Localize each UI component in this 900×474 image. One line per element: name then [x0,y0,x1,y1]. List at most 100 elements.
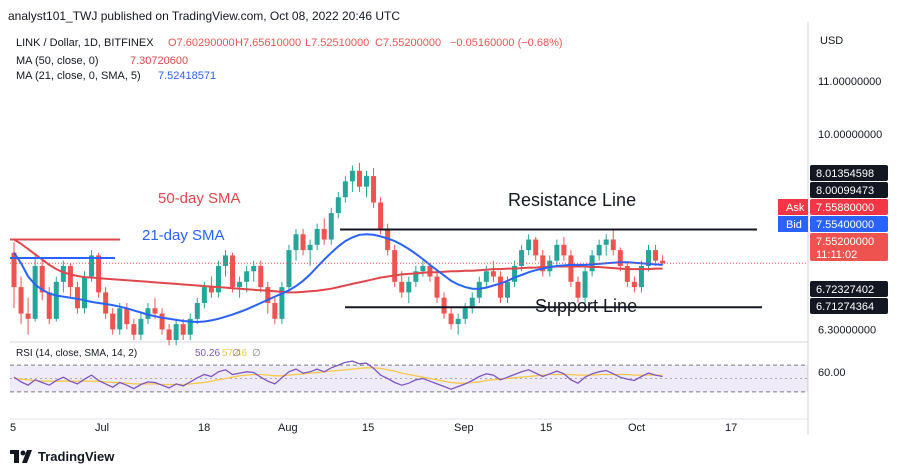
price-badge-label: 7.55880000 [816,202,874,214]
rsi-tick-label: 60.00 [818,367,846,379]
candle-body [279,287,285,319]
candle-body [74,287,80,309]
candle-body [575,281,581,298]
time-tick-label: 17 [725,422,737,434]
ma21-legend-value: 7.52418571 [158,70,216,82]
candle-body [631,281,637,288]
price-badge-bg [810,199,888,215]
candle-body [603,239,609,245]
time-tick-label: 15 [362,422,374,434]
time-tick-label: 15 [540,422,552,434]
candle-body [321,228,327,240]
candle-body [434,276,440,298]
candle-body [67,265,73,288]
candle-body [512,265,518,282]
candle-body [173,324,179,340]
candle-body [638,265,644,288]
candle-body [646,250,651,266]
candle-body [152,308,158,314]
candle-body [46,292,52,319]
price-tick-label: 6.30000000 [818,324,876,336]
price-badge-tag: Ask [786,202,805,214]
candle-body [469,297,475,309]
candle-body [251,265,257,272]
candle-body [18,287,24,314]
price-badge-bg [810,233,888,261]
candle-body [201,287,207,303]
candle-body [117,308,123,330]
price-badge-tag: Bid [786,219,802,231]
sma21-annotation: 21-day SMA [142,227,225,244]
ma50-legend-value: 7.30720600 [130,55,188,67]
candle-body [159,313,165,330]
candle-body [32,265,38,319]
candle-body [131,324,137,335]
ohlc-open: O7.60290000 [168,37,235,49]
candle-body [230,255,236,288]
candle-body [39,265,45,293]
candle-body [145,308,151,319]
rsi-value: 50.26 [195,348,220,359]
candle-body [624,265,630,282]
tradingview-brand: TradingView [38,449,115,464]
candle-body [596,244,602,256]
candle-body [215,265,221,293]
candle-body [526,239,532,251]
candle-body [342,181,348,198]
candle-body [349,170,355,182]
price-badge-bg [810,165,888,181]
candle-body [568,255,574,282]
price-badge-bg [810,281,888,297]
candle-body [476,281,482,298]
candle-body [25,313,31,319]
price-badge-tag-bg [778,199,808,215]
candle-body [554,244,560,261]
candle-body [420,265,426,272]
ohlc-high: H7.65610000 [235,37,301,49]
candle-body [490,271,496,277]
candle-body [272,302,278,319]
candle-body [617,250,623,266]
candle-body [244,271,250,282]
price-badge-countdown: 11:11:02 [816,249,857,261]
time-tick-label: Sep [454,422,474,434]
candle-body [103,292,109,314]
candle-body [314,228,320,245]
candle-body [286,250,292,288]
candle-body [364,176,369,187]
price-badge-label: 7.55200000 [816,236,874,248]
candle-body [208,287,214,293]
sma50-annotation: 50-day SMA [158,190,241,207]
price-tick-label: 11.00000000 [818,76,881,88]
candle-body [258,265,264,288]
candle-body [462,308,468,319]
price-badge-bg [810,298,888,314]
candle-body [328,213,334,240]
candle-body [237,281,243,288]
candle-body [180,324,186,335]
time-tick-label: 5 [10,422,16,434]
candle-body [60,265,66,282]
publisher-text: analyst101_TWJ published on TradingView.… [8,9,400,23]
candle-body [82,276,87,309]
candle-body [371,176,377,203]
candle-body [53,281,59,319]
candle-body [441,297,447,314]
tradingview-logo[interactable]: TradingView [10,449,114,464]
candles-group [11,162,666,346]
candle-body [455,318,461,325]
candle-body [166,329,172,340]
candle-body [497,276,503,298]
candle-body [300,234,306,251]
candle-body [483,271,489,282]
candle-body [335,197,341,214]
candle-body [138,318,144,335]
price-badge-label: 8.01354598 [816,168,874,180]
price-badge-label: 6.71274364 [816,301,874,313]
candle-body [293,234,299,251]
ma21-legend-label: MA (21, close, 0, SMA, 5) [16,70,141,82]
candle-body [392,250,398,282]
price-badge-label: 7.55400000 [816,219,874,231]
tradingview-logo-icon [10,449,32,464]
price-badge-bg [810,182,888,198]
